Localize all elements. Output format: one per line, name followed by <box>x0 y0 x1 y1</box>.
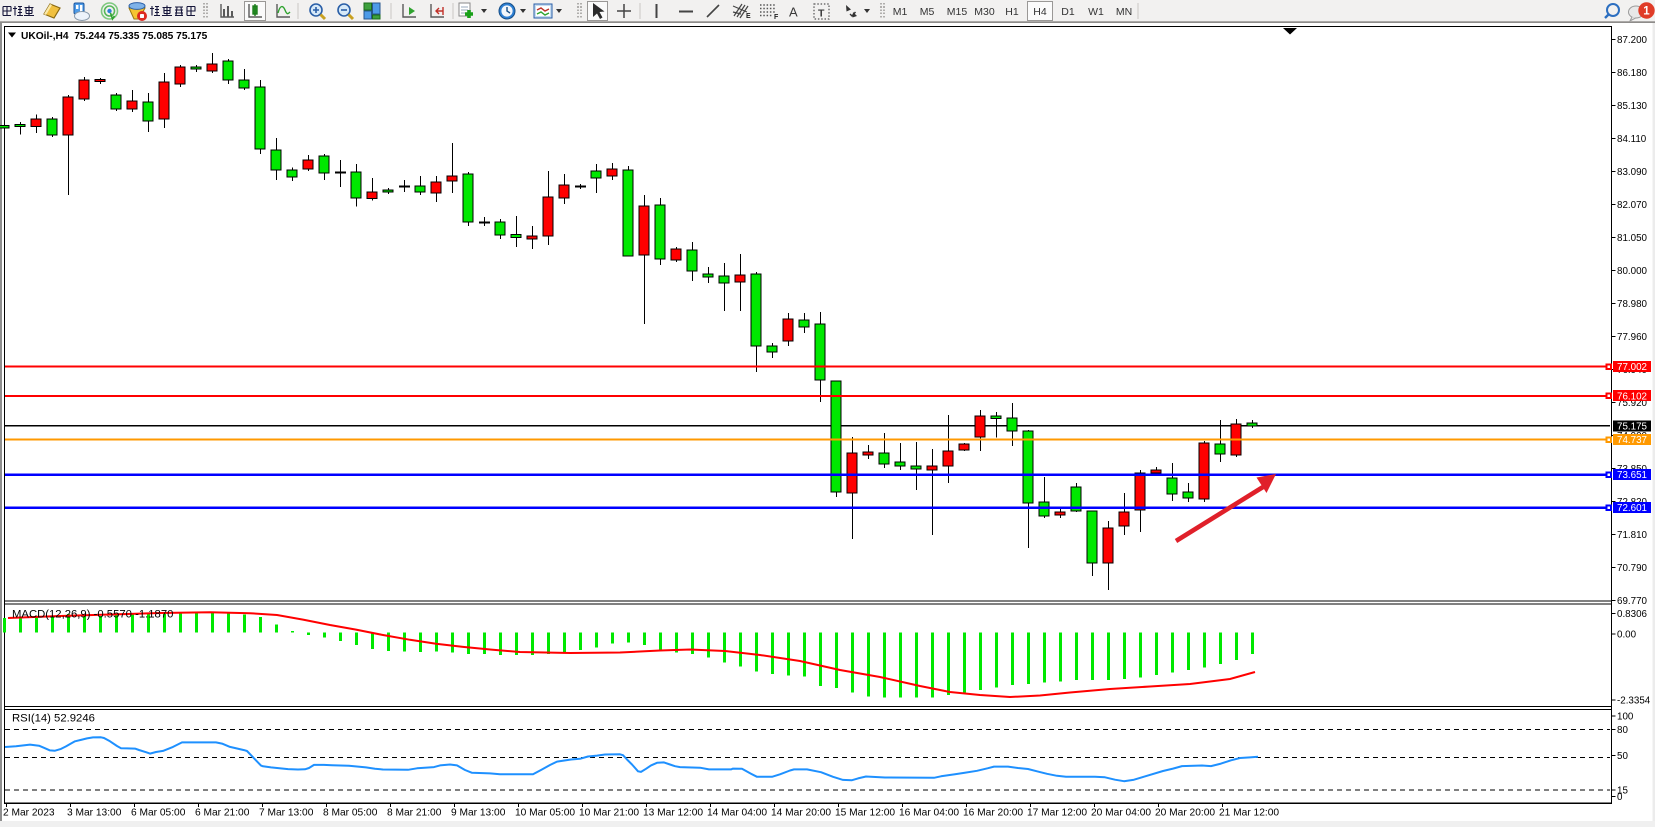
svg-text:7 Mar 13:00: 7 Mar 13:00 <box>259 808 314 819</box>
svg-text:78.980: 78.980 <box>1617 299 1648 310</box>
svg-text:T: T <box>818 8 825 20</box>
svg-text:85.130: 85.130 <box>1617 101 1648 112</box>
svg-text:77.002: 77.002 <box>1617 362 1647 373</box>
svg-text:21 Mar 12:00: 21 Mar 12:00 <box>1219 808 1279 819</box>
svg-text:20 Mar 04:00: 20 Mar 04:00 <box>1091 808 1151 819</box>
svg-text:86.180: 86.180 <box>1617 68 1648 79</box>
svg-text:3 Mar 13:00: 3 Mar 13:00 <box>67 808 122 819</box>
svg-text:80: 80 <box>1617 725 1628 736</box>
svg-text:2 Mar 2023: 2 Mar 2023 <box>3 808 55 819</box>
svg-text:16 Mar 20:00: 16 Mar 20:00 <box>963 808 1023 819</box>
svg-text:84.110: 84.110 <box>1617 134 1647 145</box>
svg-text:74.737: 74.737 <box>1617 435 1647 446</box>
svg-text:10 Mar 21:00: 10 Mar 21:00 <box>579 808 639 819</box>
svg-text:80.000: 80.000 <box>1617 266 1648 277</box>
svg-text:M30: M30 <box>974 6 995 18</box>
svg-text:83.090: 83.090 <box>1617 167 1648 178</box>
svg-text:20 Mar 20:00: 20 Mar 20:00 <box>1155 808 1215 819</box>
svg-text:76.102: 76.102 <box>1617 391 1647 402</box>
svg-text:1: 1 <box>1643 6 1650 18</box>
svg-text:13 Mar 12:00: 13 Mar 12:00 <box>643 808 703 819</box>
svg-text:6 Mar 21:00: 6 Mar 21:00 <box>195 808 250 819</box>
svg-text:E: E <box>746 13 751 20</box>
svg-text:10 Mar 05:00: 10 Mar 05:00 <box>515 808 575 819</box>
svg-text:A: A <box>789 5 798 20</box>
svg-text:50: 50 <box>1617 751 1628 762</box>
svg-text:8 Mar 05:00: 8 Mar 05:00 <box>323 808 378 819</box>
svg-text:87.200: 87.200 <box>1617 35 1648 46</box>
svg-text:17 Mar 12:00: 17 Mar 12:00 <box>1027 808 1087 819</box>
svg-text:0.00: 0.00 <box>1617 630 1637 641</box>
svg-text:9 Mar 13:00: 9 Mar 13:00 <box>451 808 506 819</box>
svg-text:M5: M5 <box>920 6 935 18</box>
svg-text:-2.3354: -2.3354 <box>1617 696 1651 707</box>
svg-text:69.770: 69.770 <box>1617 596 1648 607</box>
svg-text:8 Mar 21:00: 8 Mar 21:00 <box>387 808 442 819</box>
svg-text:73.651: 73.651 <box>1617 470 1647 481</box>
svg-text:M15: M15 <box>947 6 968 18</box>
svg-text:71.810: 71.810 <box>1617 530 1648 541</box>
svg-text:70.790: 70.790 <box>1617 563 1648 574</box>
svg-text:RSI(14) 52.9246: RSI(14) 52.9246 <box>12 713 95 725</box>
svg-text:82.070: 82.070 <box>1617 200 1648 211</box>
svg-text:F: F <box>774 14 779 21</box>
svg-text:72.601: 72.601 <box>1617 503 1647 514</box>
svg-text:0.8306: 0.8306 <box>1617 609 1648 620</box>
svg-text:0: 0 <box>1617 792 1623 803</box>
svg-text:14 Mar 04:00: 14 Mar 04:00 <box>707 808 767 819</box>
svg-text:14 Mar 20:00: 14 Mar 20:00 <box>771 808 831 819</box>
svg-text:H4: H4 <box>1033 6 1047 18</box>
svg-text:D1: D1 <box>1061 6 1075 18</box>
svg-text:100: 100 <box>1617 712 1634 723</box>
svg-text:75.175: 75.175 <box>1617 422 1648 433</box>
svg-text:16 Mar 04:00: 16 Mar 04:00 <box>899 808 959 819</box>
svg-text:15: 15 <box>1617 786 1628 797</box>
svg-text:15 Mar 12:00: 15 Mar 12:00 <box>835 808 895 819</box>
svg-text:MACD(12,26,9) -0.5570 -1.1870: MACD(12,26,9) -0.5570 -1.1870 <box>12 609 173 621</box>
svg-text:77.960: 77.960 <box>1617 332 1648 343</box>
svg-text:81.050: 81.050 <box>1617 233 1648 244</box>
svg-text:W1: W1 <box>1088 6 1104 18</box>
svg-text:UKOil-,H4 75.244 75.335 75.08: UKOil-,H4 75.244 75.335 75.085 75.175 <box>21 31 208 42</box>
svg-text:75.920: 75.920 <box>1617 398 1648 409</box>
svg-text:H1: H1 <box>1005 6 1019 18</box>
svg-text:M1: M1 <box>893 6 908 18</box>
svg-text:6 Mar 05:00: 6 Mar 05:00 <box>131 808 186 819</box>
svg-text:MN: MN <box>1116 6 1132 18</box>
